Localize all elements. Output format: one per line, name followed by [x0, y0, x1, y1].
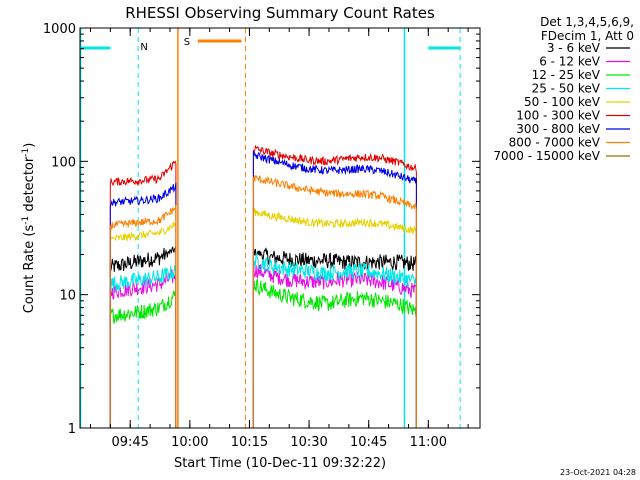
saa-flag-label: S: [184, 37, 190, 48]
plot-frame: [79, 27, 481, 429]
legend-entry-7-label: 800 - 7000 keV: [509, 136, 601, 150]
series-5: [109, 144, 417, 428]
y-axis-label-main: Count Rate (s: [22, 225, 37, 314]
series-4-segment-0: [109, 221, 177, 428]
x-tick-label-1: 10:00: [171, 435, 208, 450]
series-2-segment-1: [252, 278, 417, 428]
y-tick-label-0: 1: [68, 422, 76, 437]
x-axis-label: Start Time (10-Dec-11 09:32:22): [174, 456, 386, 471]
legend-header-1: Det 1,3,4,5,6,9,: [540, 15, 634, 29]
y-axis-label-sup2: -1: [21, 148, 31, 157]
legend-entry-4-label: 50 - 100 keV: [524, 95, 601, 109]
x-tick-label-3: 10:30: [290, 435, 327, 450]
y-axis-label-end: ): [22, 143, 37, 148]
series-7-segment-1: [252, 174, 417, 428]
series-2: [109, 278, 417, 428]
series-3: [109, 253, 417, 428]
series-0: [109, 245, 417, 428]
series-5-segment-0: [109, 160, 177, 428]
series-3-segment-0: [109, 265, 177, 428]
series-4: [109, 207, 417, 428]
legend-entry-6-label: 300 - 800 keV: [516, 122, 600, 136]
x-tick-label-5: 11:00: [410, 435, 447, 450]
x-tick-label-2: 10:15: [231, 435, 268, 450]
y-tick-label-2: 100: [51, 155, 76, 170]
legend-entry-8-label: 7000 - 15000 keV: [493, 149, 600, 163]
series-6-segment-0: [109, 182, 177, 428]
series-3-segment-1: [252, 253, 417, 428]
series-5-segment-1: [252, 144, 417, 428]
series-1-segment-0: [109, 269, 177, 428]
legend-header-2: FDecim 1, Att 0: [541, 29, 634, 43]
series-1: [109, 263, 417, 428]
legend-entry-0-label: 3 - 6 keV: [547, 41, 601, 55]
series-1-segment-1: [252, 263, 417, 428]
series-2-segment-0: [109, 290, 177, 428]
chart-title: RHESSI Observing Summary Count Rates: [125, 4, 435, 22]
legend-entry-5-label: 100 - 300 keV: [516, 109, 600, 123]
y-axis-label: Count Rate (s-1 detector-1): [21, 143, 37, 314]
series-0-segment-1: [252, 247, 417, 428]
generation-timestamp: 23-Oct-2021 04:28: [560, 468, 636, 477]
legend-entry-3-label: 25 - 50 keV: [532, 82, 601, 96]
y-axis-label-sup1: -1: [21, 216, 31, 225]
series-7: [109, 174, 417, 428]
series-0-segment-0: [109, 245, 177, 428]
night-flag-label: N: [140, 42, 147, 53]
y-axis-label-mid: detector: [22, 156, 37, 216]
y-tick-label-1: 10: [59, 289, 76, 304]
series-6-segment-1: [252, 151, 417, 428]
x-axis: 09:45 10:00 10:15 10:30 10:45 11:00: [89, 28, 469, 450]
legend-entry-1-label: 6 - 12 keV: [539, 55, 601, 69]
series-4-segment-1: [252, 207, 417, 428]
legend-entry-2-label: 12 - 25 keV: [532, 68, 601, 82]
x-tick-label-0: 09:45: [111, 435, 148, 450]
series-7-segment-0: [109, 204, 177, 428]
series-6: [109, 151, 417, 428]
y-axis: 1 10 100 1000: [43, 22, 480, 437]
y-tick-label-3: 1000: [43, 22, 76, 37]
data-series: [109, 144, 417, 428]
x-tick-label-4: 10:45: [350, 435, 387, 450]
